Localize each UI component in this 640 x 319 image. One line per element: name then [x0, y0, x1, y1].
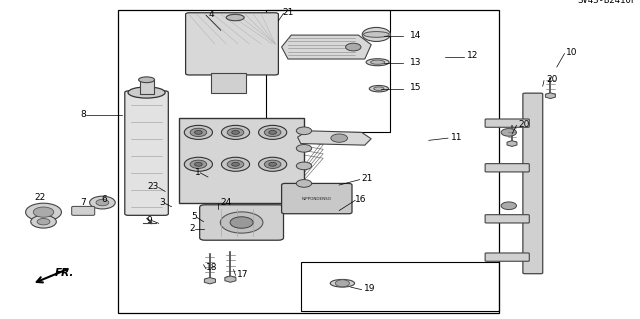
- Circle shape: [184, 157, 212, 171]
- Circle shape: [190, 128, 207, 137]
- Ellipse shape: [220, 212, 263, 233]
- Text: SV43-B2410F: SV43-B2410F: [578, 0, 637, 5]
- Ellipse shape: [227, 14, 244, 21]
- Circle shape: [362, 27, 390, 41]
- Text: 6: 6: [102, 195, 107, 204]
- Bar: [140, 80, 154, 94]
- Circle shape: [227, 128, 244, 137]
- Text: 16: 16: [355, 195, 367, 204]
- Polygon shape: [282, 35, 371, 59]
- Text: 22: 22: [34, 193, 45, 202]
- Ellipse shape: [374, 87, 384, 91]
- Ellipse shape: [128, 87, 165, 98]
- Circle shape: [296, 180, 312, 187]
- Text: 21: 21: [282, 8, 294, 17]
- Text: 13: 13: [410, 58, 421, 67]
- Text: 1: 1: [195, 168, 200, 177]
- Bar: [118, 10, 499, 313]
- Ellipse shape: [371, 60, 385, 64]
- Text: 20: 20: [518, 120, 530, 129]
- FancyBboxPatch shape: [485, 119, 529, 127]
- Text: NIPPONDENSO: NIPPONDENSO: [302, 197, 332, 201]
- Text: 24: 24: [221, 198, 232, 207]
- Circle shape: [259, 157, 287, 171]
- Circle shape: [296, 162, 312, 170]
- Circle shape: [90, 196, 115, 209]
- Text: 21: 21: [362, 174, 373, 183]
- Text: 11: 11: [451, 133, 463, 142]
- Bar: [211, 73, 246, 93]
- Circle shape: [195, 130, 202, 134]
- Text: 12: 12: [467, 51, 479, 60]
- Ellipse shape: [369, 85, 388, 92]
- Circle shape: [96, 199, 109, 206]
- Circle shape: [221, 125, 250, 139]
- Circle shape: [227, 160, 244, 168]
- Circle shape: [296, 145, 312, 152]
- Circle shape: [264, 128, 281, 137]
- Text: 19: 19: [364, 284, 375, 293]
- Circle shape: [296, 127, 312, 135]
- Circle shape: [232, 162, 239, 166]
- Text: 10: 10: [566, 48, 578, 57]
- Circle shape: [195, 162, 202, 166]
- Ellipse shape: [139, 77, 155, 83]
- Text: 17: 17: [237, 270, 248, 279]
- Text: 5: 5: [191, 212, 197, 221]
- Circle shape: [190, 160, 207, 168]
- Text: 15: 15: [410, 83, 421, 92]
- Text: 4: 4: [209, 10, 214, 19]
- Text: 2: 2: [189, 224, 195, 233]
- FancyBboxPatch shape: [523, 93, 543, 274]
- Ellipse shape: [364, 32, 389, 37]
- FancyBboxPatch shape: [485, 164, 529, 172]
- Polygon shape: [298, 131, 371, 145]
- Circle shape: [221, 157, 250, 171]
- FancyBboxPatch shape: [200, 205, 284, 240]
- Circle shape: [33, 207, 54, 217]
- Circle shape: [31, 215, 56, 228]
- Text: 20: 20: [546, 75, 557, 84]
- Text: 23: 23: [147, 182, 159, 191]
- Text: FR.: FR.: [54, 268, 74, 278]
- Text: 9: 9: [147, 216, 152, 225]
- FancyBboxPatch shape: [485, 215, 529, 223]
- Text: 8: 8: [81, 110, 86, 119]
- FancyBboxPatch shape: [282, 183, 352, 214]
- Bar: [301, 262, 499, 311]
- Circle shape: [26, 203, 61, 221]
- Circle shape: [501, 129, 516, 136]
- Circle shape: [269, 130, 276, 134]
- FancyBboxPatch shape: [186, 13, 278, 75]
- Bar: [266, 10, 390, 132]
- Circle shape: [230, 217, 253, 228]
- Circle shape: [346, 43, 361, 51]
- Ellipse shape: [330, 279, 355, 287]
- Bar: [179, 118, 304, 203]
- FancyBboxPatch shape: [72, 206, 95, 215]
- Text: 14: 14: [410, 31, 421, 40]
- Circle shape: [264, 160, 281, 168]
- Circle shape: [184, 125, 212, 139]
- Circle shape: [331, 134, 348, 142]
- Circle shape: [232, 130, 239, 134]
- FancyBboxPatch shape: [125, 91, 168, 215]
- Circle shape: [259, 125, 287, 139]
- Ellipse shape: [366, 59, 389, 66]
- Text: 18: 18: [206, 263, 218, 272]
- Circle shape: [37, 219, 50, 225]
- Text: 3: 3: [159, 198, 165, 207]
- Circle shape: [335, 280, 349, 287]
- Circle shape: [269, 162, 276, 166]
- Circle shape: [501, 202, 516, 210]
- Text: 7: 7: [81, 198, 86, 207]
- FancyBboxPatch shape: [485, 253, 529, 261]
